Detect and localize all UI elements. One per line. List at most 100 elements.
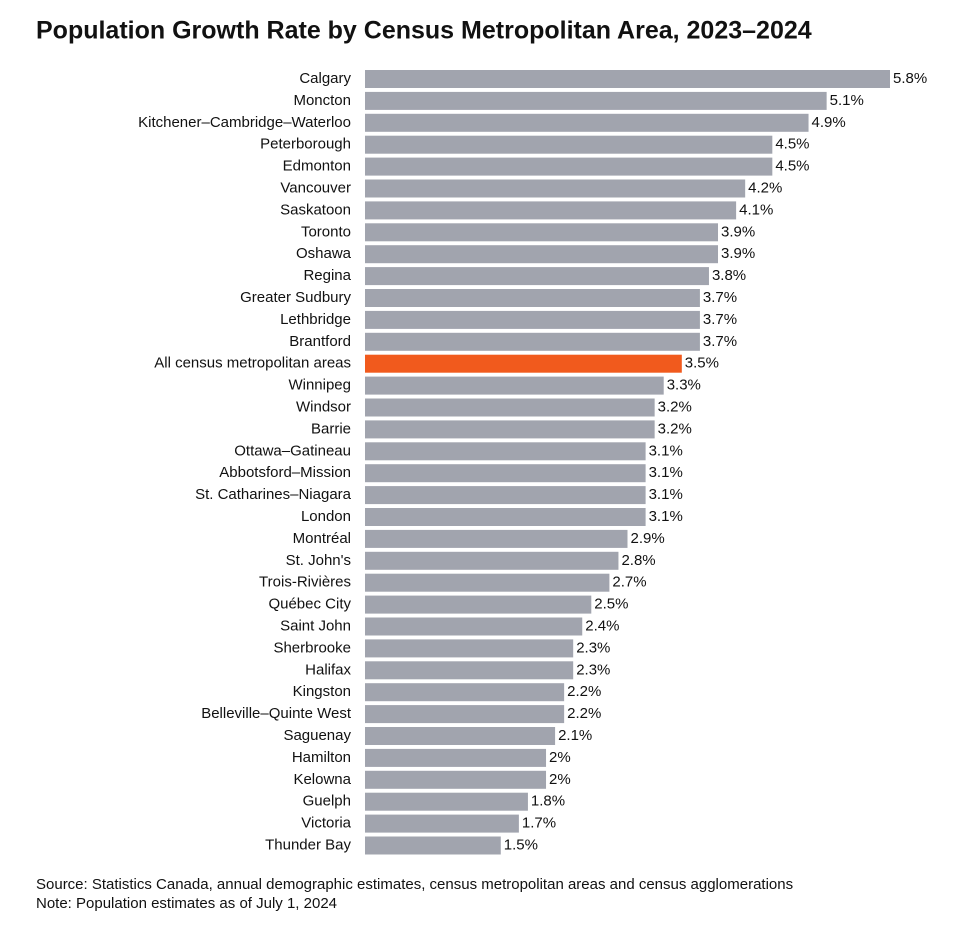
value-label: 5.8%	[893, 70, 927, 87]
category-label: Guelph	[303, 793, 351, 810]
category-label: Belleville–Quinte West	[201, 705, 352, 722]
value-label: 3.1%	[649, 486, 683, 503]
bar	[365, 464, 646, 483]
bar	[365, 135, 773, 154]
category-label: Abbotsford–Mission	[219, 464, 351, 481]
category-label: St. Catharines–Niagara	[195, 486, 352, 503]
value-label: 3.7%	[703, 311, 737, 328]
category-label: All census metropolitan areas	[154, 355, 351, 372]
value-label: 3.2%	[658, 398, 692, 415]
bar	[365, 332, 700, 351]
bar	[365, 310, 700, 329]
category-label: Québec City	[268, 596, 351, 613]
category-label: Saskatoon	[280, 201, 351, 218]
category-label: Regina	[303, 267, 351, 284]
value-label: 2.4%	[585, 617, 619, 634]
value-label: 2.5%	[594, 596, 628, 613]
value-label: 1.5%	[504, 836, 538, 853]
bar	[365, 201, 737, 220]
value-label: 4.9%	[812, 114, 846, 131]
category-label: Edmonton	[283, 158, 351, 175]
bar	[365, 814, 519, 833]
bar	[365, 157, 773, 176]
category-label: St. John's	[286, 552, 351, 569]
category-label: Moncton	[293, 92, 351, 109]
value-label: 3.8%	[712, 267, 746, 284]
value-label: 3.2%	[658, 420, 692, 437]
value-label: 2.7%	[612, 574, 646, 591]
category-label: Winnipeg	[288, 377, 351, 394]
value-label: 4.5%	[775, 136, 809, 153]
bar	[365, 573, 610, 592]
category-label: Vancouver	[280, 179, 351, 196]
category-label: Greater Sudbury	[240, 289, 351, 306]
category-label: Saint John	[280, 617, 351, 634]
category-label: Trois-Rivières	[259, 574, 351, 591]
bar	[365, 398, 655, 417]
category-label: Calgary	[299, 70, 351, 87]
category-label: Kitchener–Cambridge–Waterloo	[138, 114, 351, 131]
bar	[365, 376, 664, 395]
bar	[365, 179, 746, 198]
category-label: Windsor	[296, 398, 351, 415]
bar	[365, 683, 565, 702]
value-label: 3.9%	[721, 223, 755, 240]
category-label: Montréal	[293, 530, 351, 547]
category-label: Peterborough	[260, 136, 351, 153]
category-label: Sherbrooke	[273, 639, 351, 656]
value-label: 3.1%	[649, 442, 683, 459]
bar	[365, 289, 700, 307]
bar	[365, 442, 646, 461]
value-label: 3.1%	[649, 464, 683, 481]
bar	[365, 91, 827, 110]
value-label: 3.5%	[685, 355, 719, 372]
bar	[365, 661, 574, 680]
value-label: 4.5%	[775, 158, 809, 175]
category-label: London	[301, 508, 351, 525]
bar	[365, 245, 719, 264]
category-label: Saguenay	[283, 727, 351, 744]
bar	[365, 639, 574, 658]
bar	[365, 420, 655, 439]
value-label: 2%	[549, 749, 571, 766]
source: Source: Statistics Canada, annual demogr…	[36, 876, 793, 893]
category-label: Brantford	[289, 333, 351, 350]
value-label: 4.1%	[739, 201, 773, 218]
value-label: 4.2%	[748, 179, 782, 196]
bar	[365, 113, 809, 132]
bar	[365, 529, 628, 548]
bar	[365, 770, 547, 789]
bar	[365, 70, 890, 88]
bar	[365, 727, 556, 745]
bar	[365, 354, 682, 373]
value-label: 2.8%	[621, 552, 655, 569]
value-label: 2.3%	[576, 661, 610, 678]
category-label: Hamilton	[292, 749, 351, 766]
bar	[365, 748, 547, 767]
bar	[365, 595, 592, 614]
category-label: Kingston	[293, 683, 351, 700]
bar	[365, 486, 646, 505]
value-label: 3.3%	[667, 377, 701, 394]
bar	[365, 551, 619, 570]
bar	[365, 617, 583, 636]
category-label: Kelowna	[293, 771, 351, 788]
note: Note: Population estimates as of July 1,…	[36, 895, 337, 912]
bar	[365, 792, 528, 811]
value-label: 3.7%	[703, 289, 737, 306]
category-label: Ottawa–Gatineau	[234, 442, 351, 459]
value-label: 2.2%	[567, 705, 601, 722]
value-label: 2.3%	[576, 639, 610, 656]
value-label: 1.8%	[531, 793, 565, 810]
value-label: 2.1%	[558, 727, 592, 744]
value-label: 2%	[549, 771, 571, 788]
category-label: Thunder Bay	[265, 836, 351, 853]
category-label: Lethbridge	[280, 311, 351, 328]
bar	[365, 836, 501, 855]
bar	[365, 267, 709, 286]
value-label: 5.1%	[830, 92, 864, 109]
bar	[365, 223, 719, 242]
category-label: Oshawa	[296, 245, 352, 262]
category-label: Victoria	[301, 815, 351, 832]
